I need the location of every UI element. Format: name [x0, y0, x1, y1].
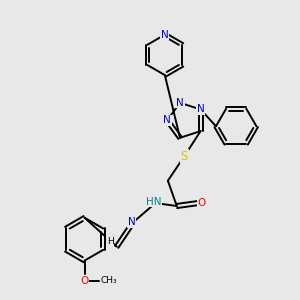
Text: N: N: [197, 104, 205, 114]
Text: N: N: [176, 98, 184, 108]
Text: O: O: [80, 276, 89, 286]
Text: S: S: [181, 150, 188, 163]
Text: O: O: [198, 198, 206, 208]
Text: H: H: [107, 237, 114, 246]
Text: N: N: [128, 218, 136, 227]
Text: HN: HN: [146, 196, 162, 207]
Text: N: N: [161, 30, 169, 40]
Text: CH₃: CH₃: [101, 276, 117, 285]
Text: N: N: [164, 115, 171, 125]
